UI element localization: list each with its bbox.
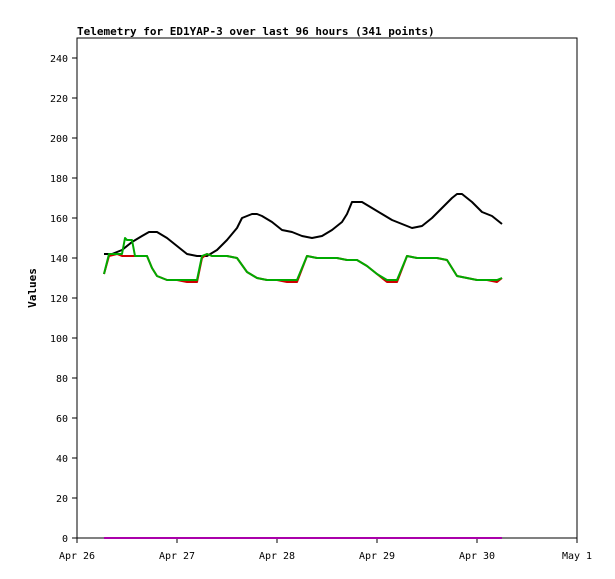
y-tick-label: 20 <box>56 494 68 505</box>
series-line-1 <box>104 193 503 257</box>
y-tick-label: 0 <box>62 534 68 545</box>
y-tick-label: 120 <box>50 294 68 305</box>
y-tick-label: 140 <box>50 254 68 265</box>
series-group <box>103 193 503 539</box>
y-axis: 0 20 40 60 80 100 120 140 160 180 200 220 240 <box>50 54 77 545</box>
y-tick-label: 100 <box>50 334 68 345</box>
y-tick-label: 40 <box>56 454 68 465</box>
y-tick-label: 60 <box>56 414 68 425</box>
x-tick-label: Apr 28 <box>259 551 295 562</box>
plot-frame <box>76 37 578 539</box>
x-tick-label: Apr 26 <box>59 551 95 562</box>
y-tick-label: 80 <box>56 374 68 385</box>
x-axis: Apr 26 Apr 27 Apr 28 Apr 29 Apr 30 May 1 <box>59 538 592 562</box>
x-tick-label: Apr 27 <box>159 551 195 562</box>
x-tick-label: May 1 <box>562 551 592 562</box>
y-tick-label: 220 <box>50 94 68 105</box>
chart-title: Telemetry for ED1YAP-3 over last 96 hour… <box>77 25 435 38</box>
x-tick-label: Apr 29 <box>359 551 395 562</box>
y-tick-label: 240 <box>50 54 68 65</box>
y-tick-label: 160 <box>50 214 68 225</box>
y-axis-label: Values <box>26 268 39 308</box>
y-tick-label: 180 <box>50 174 68 185</box>
x-tick-label: Apr 30 <box>459 551 495 562</box>
y-tick-label: 200 <box>50 134 68 145</box>
series-line-3 <box>103 237 503 281</box>
